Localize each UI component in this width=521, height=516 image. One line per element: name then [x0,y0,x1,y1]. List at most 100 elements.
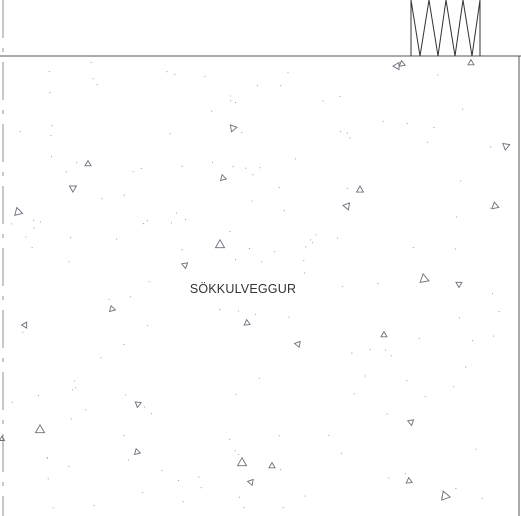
hatch-dot [238,496,241,498]
hatch-dot [456,216,458,218]
hatch-dot [384,349,386,351]
hatch-dot [440,497,443,499]
hatch-dot [19,130,21,133]
hatch-dot [50,134,52,136]
hatch-triangle [268,461,276,469]
hatch-dot [143,406,146,408]
hatch-dot [200,487,202,489]
hatch-dot [465,366,467,368]
hatch-dot [47,478,49,480]
hatch-triangle [355,185,365,193]
hatch-dot [256,84,259,86]
hatch-triangle [441,490,452,501]
hatch-triangle [180,262,189,270]
hatch-triangle [342,202,351,211]
hatch-dot [90,61,92,63]
hatch-dot [232,166,234,168]
hatch-triangle [405,476,413,484]
hatch-dot [33,227,35,229]
hatch-dot [170,222,172,224]
hatch-dot [490,146,492,148]
hatch-dot [169,133,171,135]
hatch-dot [48,70,50,73]
foundation-wall-outline [0,55,521,516]
hatch-dot [11,401,13,403]
hatch-dot [472,340,474,342]
hatch-dot [339,95,341,98]
hatch-dot [229,95,231,97]
hatch-dot [235,393,237,396]
hatch-dot [453,386,455,388]
hatch-dot [70,237,72,239]
hatch-dot [92,78,94,80]
hatch-triangle [491,201,500,210]
hatch-dot [261,261,263,263]
hatch-dot [418,337,420,339]
hatch-dot [70,418,72,420]
hatch-dot [412,246,414,248]
hatch-dot [455,488,457,490]
hatch-dot [498,311,500,313]
hatch-dot [341,285,343,288]
hatch-dot [369,349,371,351]
hatch-dot [146,220,148,222]
hatch-dot [52,507,54,509]
hatch-dot [353,393,355,395]
hatch-dot [364,375,366,377]
hatch-dot [185,218,187,221]
hatch-dot [245,167,247,169]
hatch-dot [303,259,305,262]
hatch-dot [229,438,231,440]
hatch-dot [101,198,103,200]
hatch-dot [304,272,306,274]
hatch-dot [22,331,24,333]
hatch-dot [74,380,76,382]
hatch-dot [491,292,494,295]
hatch-dot [278,435,280,437]
hatch-dot [51,125,53,127]
hatch-dot [390,355,392,357]
hatch-dot [258,377,260,379]
hatch-dot [426,141,428,143]
hatch-dot [76,162,78,164]
hatch-triangle [406,419,415,427]
hatch-dot [406,379,408,382]
hatch-dot [174,73,176,75]
hatch-dot [294,158,297,160]
hatch-triangle [467,58,475,66]
hatch-dot [116,238,118,240]
hatch-triangle [502,142,511,151]
hatch-dot [243,507,245,509]
hatch-dot [280,469,282,471]
hatch-dot [237,310,239,312]
hatch-dot [234,450,236,452]
hatch-dot [151,413,153,415]
hatch-dot [328,434,330,436]
hatch-dot [39,221,41,223]
hatch-triangle [380,330,388,338]
hatch-triangle [20,321,28,329]
hatch-triangle [108,304,117,313]
hatch-dot [310,239,312,241]
hatch-triangle [133,447,142,456]
hatch-dot [166,71,168,73]
hatch-dot [282,506,284,509]
hatch-dot [388,477,390,479]
hatch-dot [127,459,130,461]
hatch-dot [125,394,127,396]
hatch-dot [475,448,477,450]
hatch-dot [85,409,87,411]
hatch-triangle [293,340,301,349]
hatch-dot [377,282,379,284]
hatch-triangle [219,173,228,182]
concrete-hatch [0,58,511,509]
hatch-dot [161,469,163,472]
hatch-triangle [134,401,143,409]
hatch-dot [130,296,132,298]
hatch-dot [142,223,144,225]
hatch-dot [241,131,243,134]
hatch-dot [274,251,276,253]
hatch-dot [406,122,408,125]
hatch-dot [433,126,435,129]
hatch-dot [458,317,461,319]
